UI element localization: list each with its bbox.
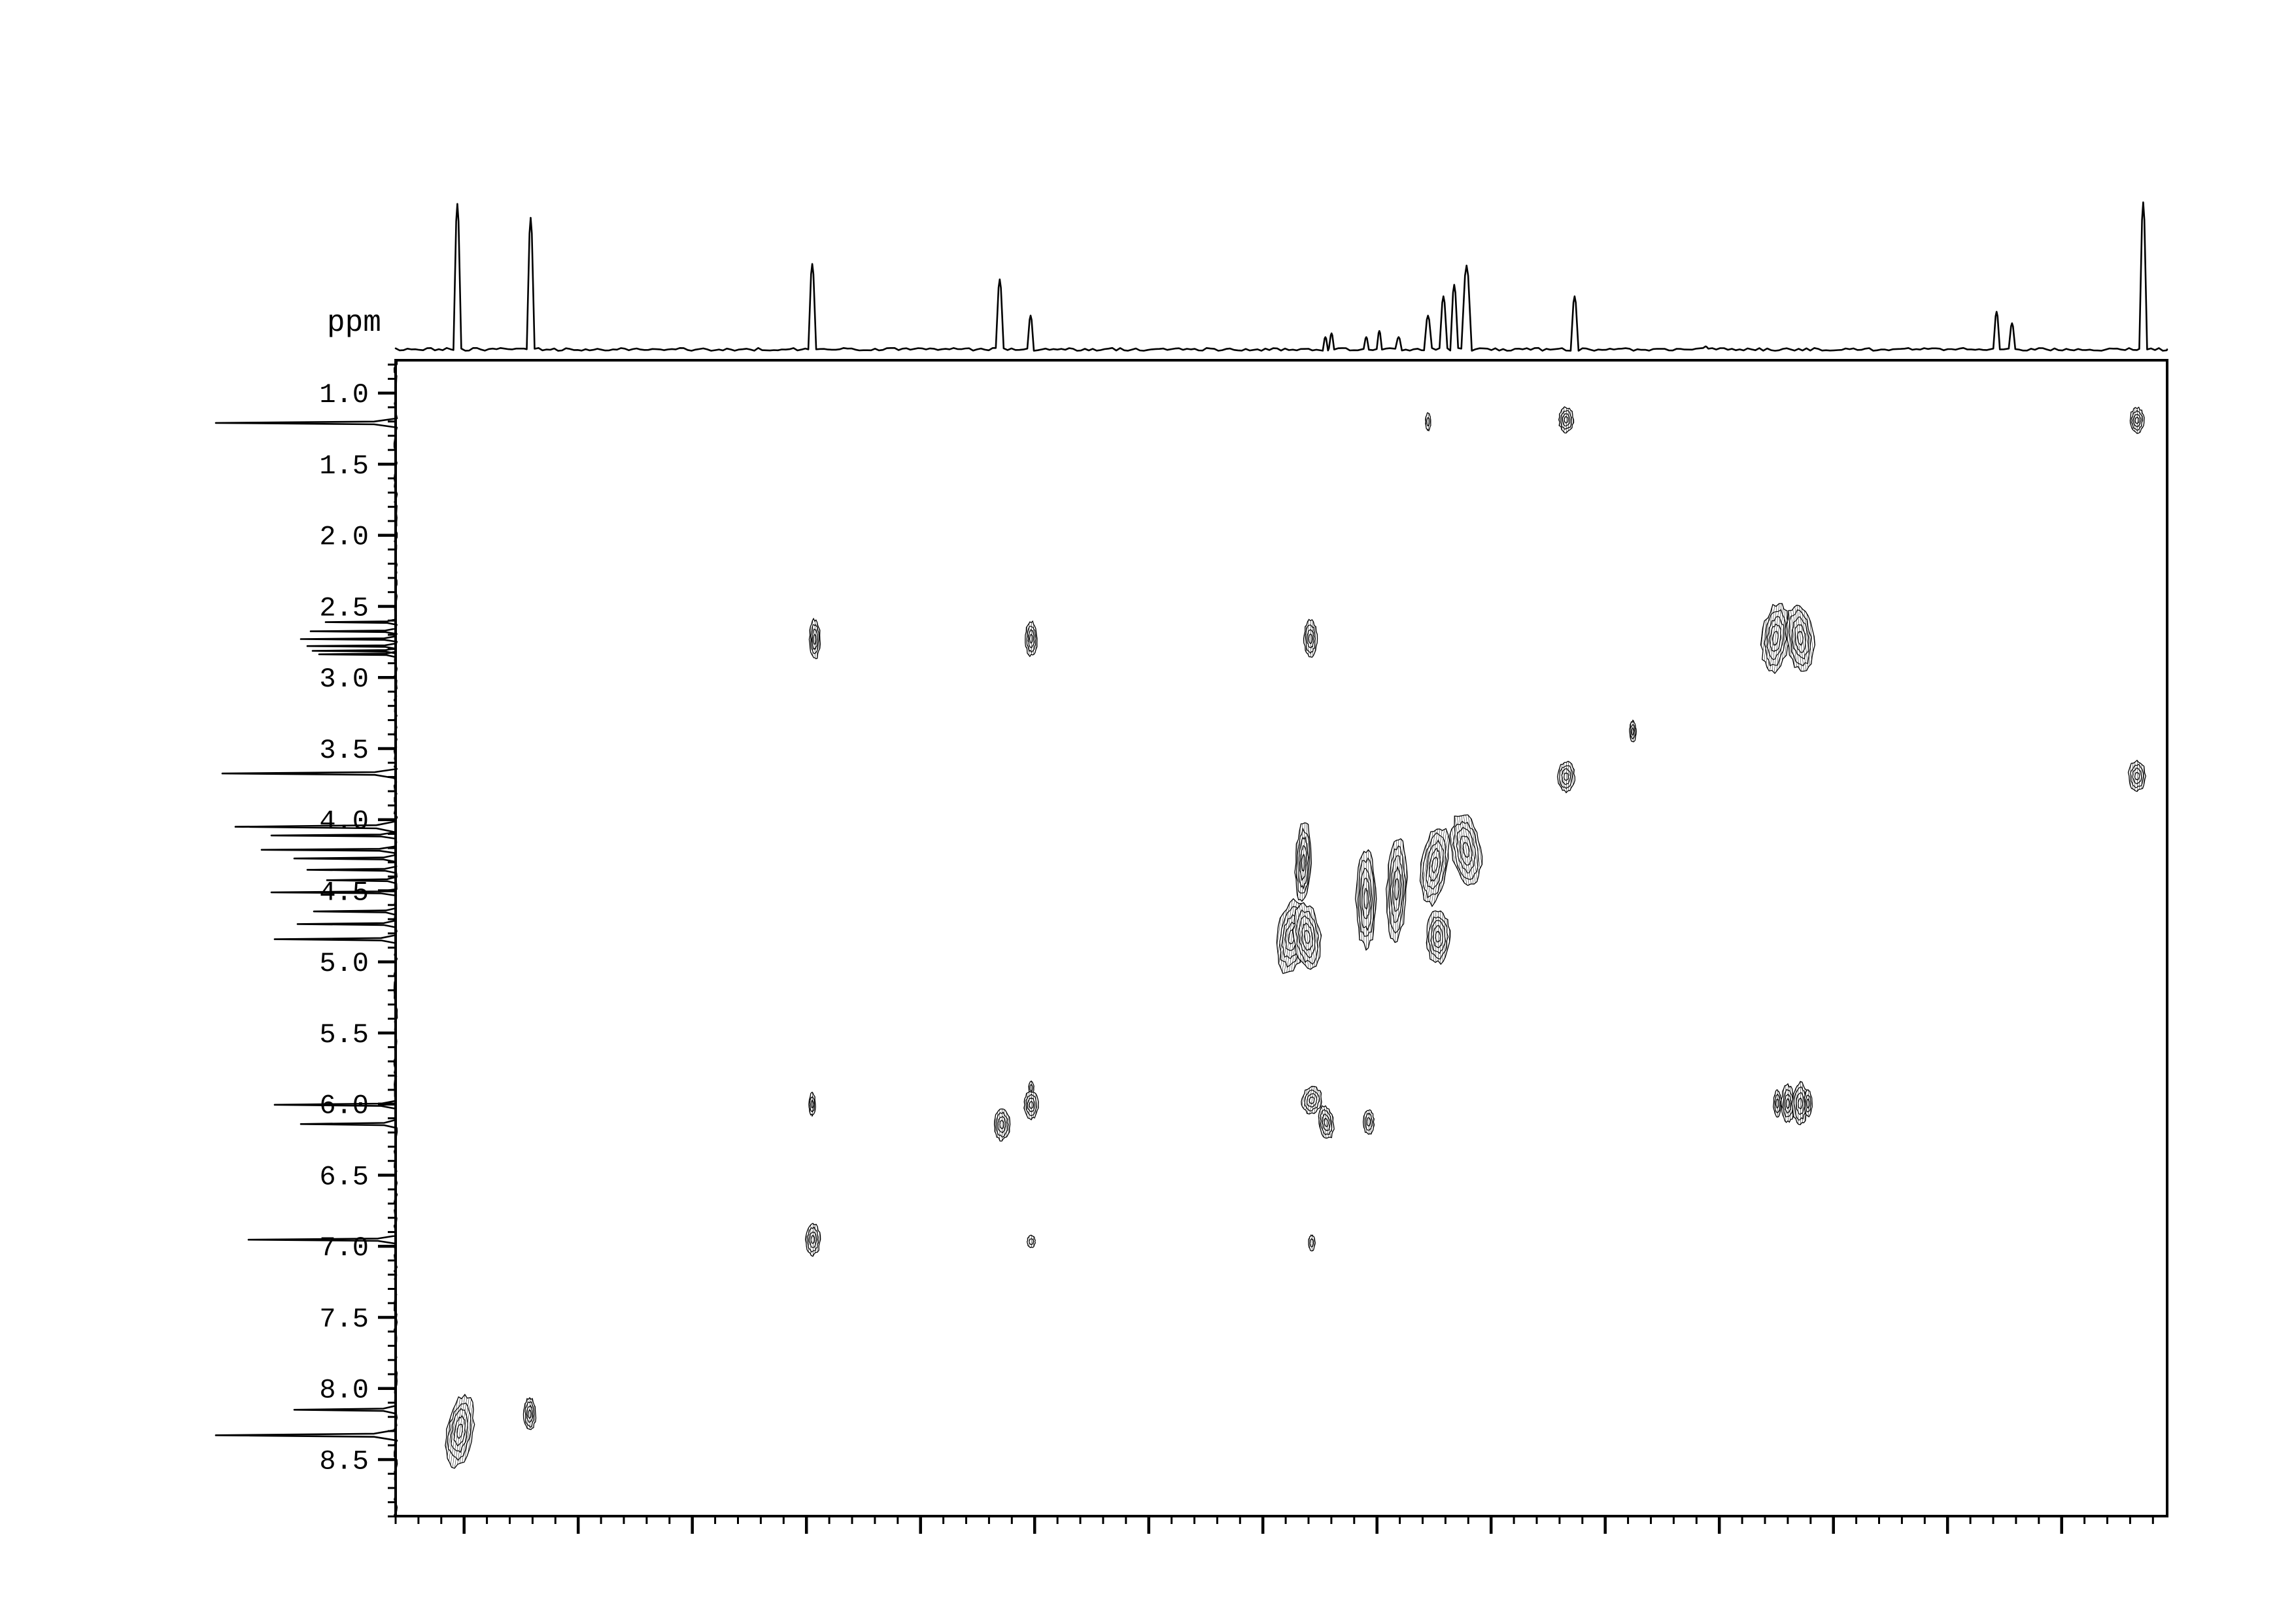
svg-text:ppm: ppm bbox=[327, 306, 381, 340]
svg-text:8.5: 8.5 bbox=[319, 1446, 369, 1477]
svg-text:7.5: 7.5 bbox=[319, 1304, 369, 1335]
svg-text:2.0: 2.0 bbox=[319, 522, 369, 553]
svg-text:2.5: 2.5 bbox=[319, 593, 369, 624]
svg-text:6.5: 6.5 bbox=[319, 1162, 369, 1193]
svg-text:1.5: 1.5 bbox=[319, 450, 369, 482]
svg-text:8.0: 8.0 bbox=[319, 1375, 369, 1406]
svg-text:3.0: 3.0 bbox=[319, 664, 369, 695]
svg-text:4.0: 4.0 bbox=[319, 806, 369, 837]
svg-text:5.5: 5.5 bbox=[319, 1019, 369, 1051]
svg-text:5.0: 5.0 bbox=[319, 948, 369, 979]
svg-text:3.5: 3.5 bbox=[319, 735, 369, 766]
svg-text:7.0: 7.0 bbox=[319, 1232, 369, 1264]
svg-text:1.0: 1.0 bbox=[319, 379, 369, 411]
